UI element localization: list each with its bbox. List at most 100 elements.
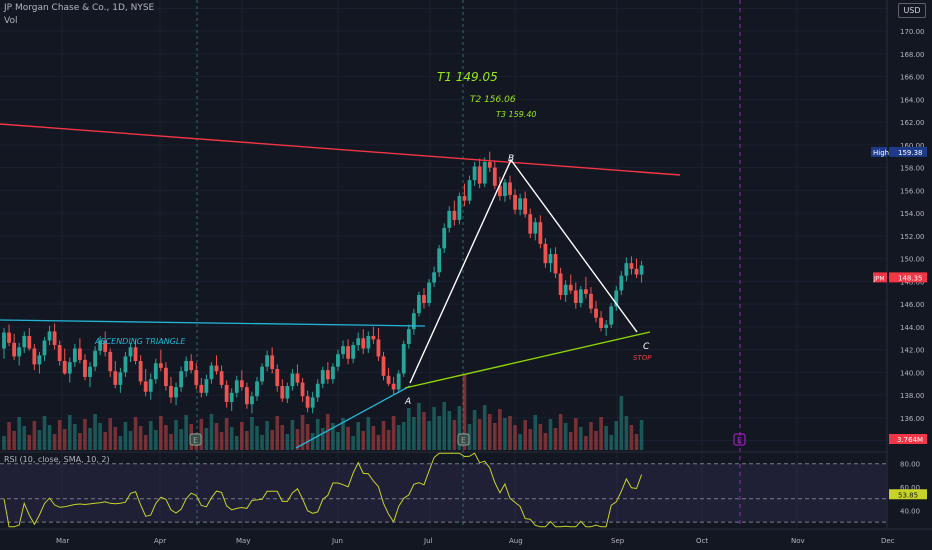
candle	[300, 382, 305, 397]
volume-bar	[553, 428, 558, 450]
candle	[427, 282, 431, 303]
candle	[472, 166, 477, 181]
price-tick-label: 170.00	[900, 28, 925, 36]
candle	[153, 363, 158, 380]
candle	[543, 243, 548, 264]
volume-bar	[250, 417, 254, 450]
candle	[568, 284, 573, 291]
volume-bar	[265, 421, 269, 450]
volume-bar	[568, 432, 573, 450]
volume-bar	[73, 424, 77, 450]
candle	[609, 306, 614, 325]
candle	[599, 317, 603, 329]
volume-bar	[472, 410, 477, 450]
rsi-tick-label: 80.00	[900, 461, 920, 469]
rsi-tick-label: 40.00	[900, 507, 920, 515]
volume-bar	[103, 432, 107, 450]
candle	[27, 335, 32, 349]
candle	[558, 273, 563, 296]
price-tick-label: 168.00	[900, 51, 925, 59]
candle	[7, 332, 11, 343]
volume-bar	[452, 420, 457, 450]
volume-bar	[234, 436, 239, 450]
volume-bar	[27, 435, 32, 450]
candle	[103, 340, 108, 352]
price-tick-label: 156.00	[900, 187, 925, 195]
volume-bar	[219, 432, 224, 450]
candle	[113, 371, 118, 385]
candle	[179, 371, 183, 388]
candle	[432, 272, 436, 283]
volume-bar	[351, 436, 355, 450]
volume-bar	[417, 403, 421, 450]
candle	[639, 265, 644, 275]
candle	[401, 343, 406, 374]
time-tick-label: Mar	[56, 537, 69, 545]
candle	[589, 293, 593, 309]
earnings-marker-label: E	[737, 436, 742, 445]
candle	[214, 365, 219, 372]
last-price: 148.35	[898, 274, 923, 282]
volume-tag-bg	[889, 434, 927, 444]
volume-bar	[280, 425, 285, 450]
price-tick-label: 144.00	[900, 324, 925, 332]
time-tick-label: Dec	[881, 537, 895, 545]
volume-bar	[619, 396, 624, 450]
volume-bar	[523, 420, 527, 450]
candle	[573, 290, 578, 303]
rsi-value-bg	[889, 489, 927, 500]
candle	[250, 396, 254, 405]
volume-bar	[214, 423, 219, 450]
candle	[381, 356, 386, 376]
time-tick-label: Aug	[509, 537, 523, 545]
candle	[452, 210, 457, 220]
candle	[204, 379, 209, 393]
volume-bar	[143, 435, 148, 450]
volume-bar	[123, 422, 128, 450]
volume-bar	[558, 414, 563, 450]
high-tag-label: High	[873, 149, 889, 157]
volume-bar	[604, 426, 608, 450]
volume-bar	[224, 418, 229, 450]
volume-bar	[154, 430, 158, 450]
volume-bar	[260, 435, 264, 450]
volume-bar	[548, 419, 553, 450]
candle	[22, 335, 27, 348]
earnings-marker	[457, 433, 470, 446]
candle	[584, 289, 588, 294]
candle	[366, 335, 371, 349]
price-tick-label: 160.00	[900, 142, 925, 150]
currency-button[interactable]: USD	[898, 3, 926, 18]
high-tag-bg	[871, 146, 887, 157]
price-tick-label: 136.00	[900, 415, 925, 423]
candle	[52, 331, 57, 346]
candle	[518, 198, 523, 210]
volume-bar	[381, 421, 386, 450]
volume-bar	[57, 420, 62, 450]
candle	[305, 396, 310, 408]
volume-bar	[614, 421, 619, 450]
price-tick-label: 162.00	[900, 119, 925, 127]
volume-bar	[386, 430, 391, 450]
volume-bar	[629, 425, 634, 450]
candle	[138, 361, 143, 382]
candle	[533, 222, 538, 234]
symbol-tag-bg	[873, 272, 887, 283]
candle	[174, 387, 178, 398]
triangle-bottom-line	[295, 385, 411, 449]
volume-bar	[366, 417, 371, 450]
volume-bar	[331, 423, 335, 450]
volume-bar	[573, 418, 578, 450]
volume-bar	[67, 415, 72, 450]
candle	[634, 268, 639, 275]
volume-bar	[128, 431, 133, 450]
candle	[492, 167, 497, 186]
volume-bar	[118, 436, 123, 450]
volume-bar	[563, 423, 568, 450]
volume-bar	[133, 417, 138, 450]
abc-pattern-line	[409, 158, 638, 384]
volume-bar	[98, 423, 102, 450]
candle	[295, 373, 300, 383]
candle	[88, 366, 92, 377]
